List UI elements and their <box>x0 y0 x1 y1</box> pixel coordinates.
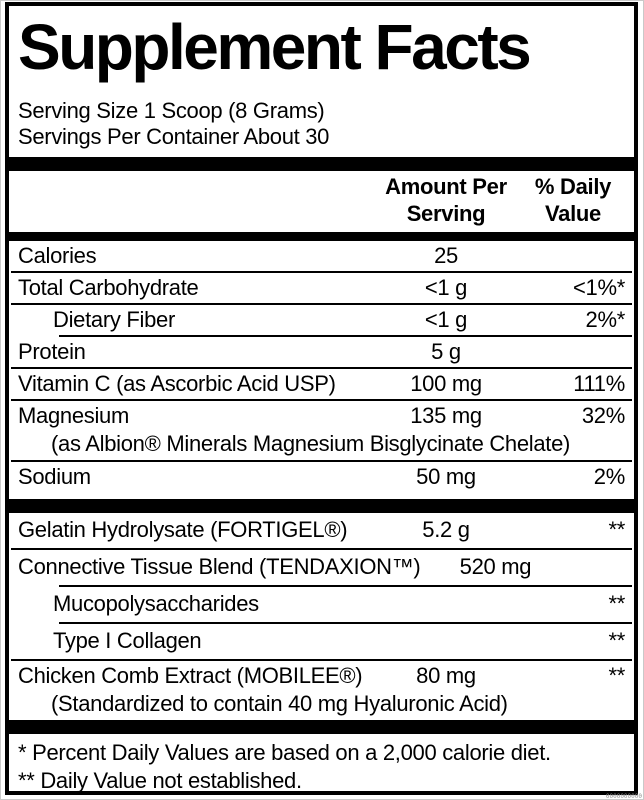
nutrient-name: Vitamin C (as Ascorbic Acid USP) <box>18 370 336 396</box>
hairline-divider <box>11 459 632 462</box>
nutrient-row-main-line: Chicken Comb Extract (MOBILEE®) 80 mg ** <box>16 661 627 691</box>
nutrient-row-chicken-comb-extract: Chicken Comb Extract (MOBILEE®) 80 mg **… <box>16 661 627 720</box>
nutrient-row-type-i-collagen: Type I Collagen ** <box>16 624 627 659</box>
dv-header-line2: Value <box>545 200 601 226</box>
percent-daily-value-header: % Daily Value <box>521 173 627 227</box>
nutrient-amount: 80 mg <box>416 662 476 688</box>
footnote-daily-value-not-established: ** Daily Value not established. <box>18 767 302 793</box>
section-divider-bar <box>9 719 634 734</box>
nutrient-row-vitamin-c: Vitamin C (as Ascorbic Acid USP) 100 mg … <box>16 369 627 399</box>
nutrient-row-total-carbohydrate: Total Carbohydrate <1 g <1%* <box>16 273 627 303</box>
nutrient-amount: 50 mg <box>416 463 476 489</box>
footnotes-section: * Percent Daily Values are based on a 2,… <box>16 734 627 793</box>
nutrient-amount: 135 mg <box>410 402 482 428</box>
hairline-divider <box>11 270 632 273</box>
nutrient-row-magnesium: Magnesium 135 mg 32% (as Albion® Mineral… <box>16 401 627 460</box>
nutrient-name: Connective Tissue Blend (TENDAXION™) <box>18 553 421 579</box>
hairline-divider-indented <box>59 621 632 624</box>
nutrient-dv: ** <box>608 590 625 616</box>
nutrient-name: Protein <box>18 338 86 364</box>
nutrient-amount: 25 <box>434 242 458 268</box>
nutrient-row-calories: Calories 25 <box>16 241 627 271</box>
nutrient-name: Magnesium <box>18 402 130 428</box>
hairline-divider <box>11 302 632 305</box>
nutrient-row-connective-tissue-blend: Connective Tissue Blend (TENDAXION™) 520… <box>16 550 627 585</box>
nutrient-name: Sodium <box>18 463 91 489</box>
hairline-divider <box>11 658 632 661</box>
amount-header-line2: Serving <box>406 200 486 226</box>
nutrient-row-gelatin-hydrolysate: Gelatin Hydrolysate (FORTIGEL®) 5.2 g ** <box>16 513 627 548</box>
nutrient-dv: 2% <box>593 463 626 489</box>
nutrient-name: Gelatin Hydrolysate (FORTIGEL®) <box>18 516 348 542</box>
section-divider-bar <box>9 498 634 513</box>
nutrient-source-note: (as Albion® Minerals Magnesium Bisglycin… <box>51 430 571 456</box>
nutrient-amount: <1 g <box>424 274 468 300</box>
nutrient-dv: 32% <box>581 402 625 428</box>
servings-per-container-text: Servings Per Container About 30 <box>18 123 330 149</box>
nutrient-name: Chicken Comb Extract (MOBILEE®) <box>18 662 363 688</box>
nutrient-name: Total Carbohydrate <box>18 274 199 300</box>
dv-header-line1: % Daily <box>534 173 612 199</box>
nutrient-amount: 5 g <box>431 338 461 364</box>
section-divider-bar <box>9 156 634 171</box>
nutrient-dv: 111% <box>573 370 625 396</box>
nutrient-dv: 2%* <box>585 306 626 332</box>
nutrient-amount: 5.2 g <box>422 516 470 542</box>
nutrient-row-main-line: Magnesium 135 mg 32% <box>16 401 627 431</box>
hairline-divider-indented <box>59 584 632 587</box>
nutrient-dv: ** <box>608 516 625 542</box>
footnote-percent-daily-values: * Percent Daily Values are based on a 2,… <box>18 739 551 765</box>
nutrient-row-protein: Protein 5 g <box>16 337 627 367</box>
nutrient-name: Mucopolysaccharides <box>53 590 259 616</box>
nutrient-dv: ** <box>608 662 625 688</box>
nutrient-dv: ** <box>608 627 625 653</box>
nutrient-name: Type I Collagen <box>53 627 202 653</box>
nutrient-row-dietary-fiber: Dietary Fiber <1 g 2%* <box>16 305 627 335</box>
panel-title: Supplement Facts <box>18 11 532 83</box>
supplement-facts-panel: Supplement Facts Serving Size 1 Scoop (8… <box>5 2 638 795</box>
nutrient-amount: 100 mg <box>410 370 482 396</box>
edge-watermark-digits: 0000000000 <box>605 793 642 800</box>
nutrient-row-mucopolysaccharides: Mucopolysaccharides ** <box>16 587 627 622</box>
hairline-divider <box>11 547 632 550</box>
nutrient-dv: <1%* <box>572 274 625 300</box>
hairline-divider <box>11 366 632 369</box>
hairline-divider-indented <box>59 334 632 337</box>
nutrient-row-sodium: Sodium 50 mg 2% <box>16 462 627 492</box>
column-header-row: Amount Per Serving % Daily Value <box>16 171 627 232</box>
amount-per-serving-header: Amount Per Serving <box>371 173 521 227</box>
nutrient-name: Dietary Fiber <box>53 306 176 332</box>
hairline-divider <box>11 398 632 401</box>
nutrient-name: Calories <box>18 242 97 268</box>
nutrient-standardization-note: (Standardized to contain 40 mg Hyaluroni… <box>51 690 508 716</box>
nutrient-amount: <1 g <box>424 306 468 332</box>
serving-size-text: Serving Size 1 Scoop (8 Grams) <box>18 97 325 123</box>
nutrient-amount: 520 mg <box>459 553 532 579</box>
amount-header-line1: Amount Per <box>385 173 507 199</box>
header-divider-bar <box>9 231 634 241</box>
